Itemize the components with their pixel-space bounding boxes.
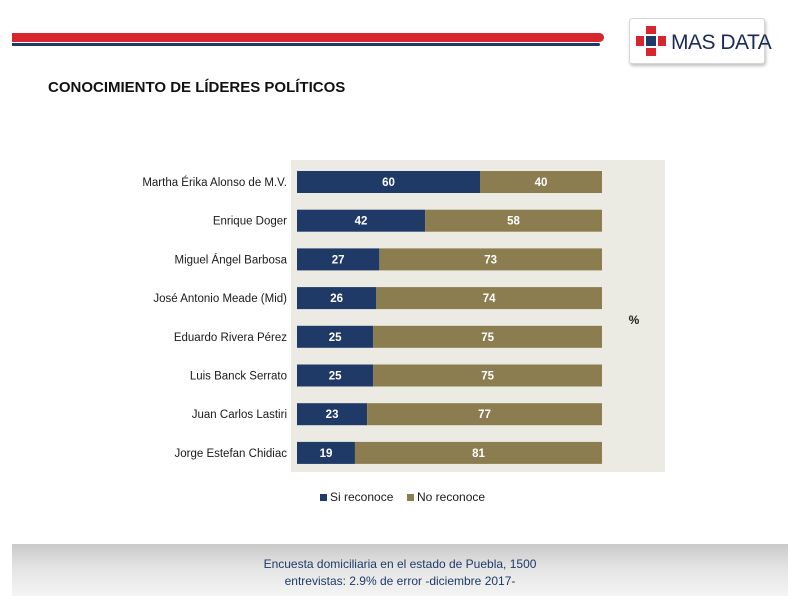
data-label-si-reconoce-1: 60 — [382, 177, 395, 189]
footer-line-2: entrevistas: 2.9% de error -diciembre 20… — [284, 574, 516, 588]
category-label-juan-carlos-lastiri: Juan Carlos Lastiri — [192, 409, 287, 421]
data-label-si-reconoce-6: 25 — [329, 371, 342, 383]
header-blue-stripe — [12, 43, 600, 46]
bar-si-reconoce-2 — [297, 209, 426, 232]
data-label-si-reconoce-5: 25 — [329, 332, 342, 344]
data-label-si-reconoce-2: 42 — [355, 216, 368, 228]
data-label-si-reconoce-7: 23 — [326, 409, 339, 421]
logo-text: MAS DATA — [671, 31, 772, 54]
medical-cross-icon — [636, 26, 666, 56]
legend-label-si-reconoce: Si reconoce — [330, 490, 394, 504]
header-red-stripe — [12, 33, 604, 42]
category-label-martha-erika-alonso-de-m-v: Martha Érika Alonso de M.V. — [142, 176, 287, 189]
data-label-no-reconoce-6: 75 — [481, 371, 494, 383]
data-label-no-reconoce-3: 73 — [484, 254, 497, 266]
legend-swatch-no-reconoce — [407, 494, 414, 501]
data-label-no-reconoce-5: 75 — [481, 332, 494, 344]
data-label-si-reconoce-4: 26 — [330, 293, 343, 305]
data-label-si-reconoce-3: 27 — [332, 254, 345, 266]
bar-si-reconoce-4 — [297, 287, 377, 310]
bar-no-reconoce-4 — [376, 287, 602, 310]
bar-si-reconoce-7 — [297, 403, 368, 426]
category-label-jorge-estefan-chidiac: Jorge Estefan Chidiac — [174, 448, 287, 460]
bar-no-reconoce-2 — [425, 209, 602, 232]
legend-label-no-reconoce: No reconoce — [417, 490, 485, 504]
data-label-no-reconoce-4: 74 — [483, 293, 496, 305]
data-label-no-reconoce-7: 77 — [478, 409, 491, 421]
bar-no-reconoce-3 — [379, 248, 602, 271]
footer-note: Encuesta domiciliaria en el estado de Pu… — [12, 556, 788, 590]
bar-no-reconoce-7 — [367, 403, 602, 426]
bar-si-reconoce-5 — [297, 325, 374, 348]
mas-data-logo: MAS DATA — [629, 18, 772, 64]
legend-swatch-si-reconoce — [320, 494, 327, 501]
category-label-enrique-doger: Enrique Doger — [213, 216, 287, 228]
bar-no-reconoce-6 — [373, 364, 602, 387]
category-label-miguel-angel-barbosa: Miguel Ángel Barbosa — [174, 253, 287, 266]
bar-si-reconoce-3 — [297, 248, 380, 271]
category-label-luis-banck-serrato: Luis Banck Serrato — [190, 371, 287, 383]
bar-si-reconoce-1 — [297, 171, 480, 193]
bar-no-reconoce-5 — [373, 325, 602, 348]
data-label-si-reconoce-8: 19 — [320, 448, 333, 460]
unit-label: % — [629, 313, 640, 327]
data-label-no-reconoce-8: 81 — [472, 448, 485, 460]
category-label-jose-antonio-meade-mid: José Antonio Meade (Mid) — [153, 293, 287, 305]
page-title: CONOCIMIENTO DE LÍDERES POLÍTICOS — [48, 79, 346, 96]
bar-no-reconoce-8 — [354, 441, 602, 464]
footer-line-1: Encuesta domiciliaria en el estado de Pu… — [263, 557, 537, 571]
footer-band — [12, 544, 788, 596]
category-label-eduardo-rivera-perez: Eduardo Rivera Pérez — [174, 332, 287, 344]
bar-si-reconoce-8 — [297, 441, 355, 464]
data-label-no-reconoce-1: 40 — [535, 177, 548, 189]
bar-no-reconoce-1 — [480, 171, 602, 193]
bar-si-reconoce-6 — [297, 364, 374, 387]
data-label-no-reconoce-2: 58 — [507, 216, 520, 228]
